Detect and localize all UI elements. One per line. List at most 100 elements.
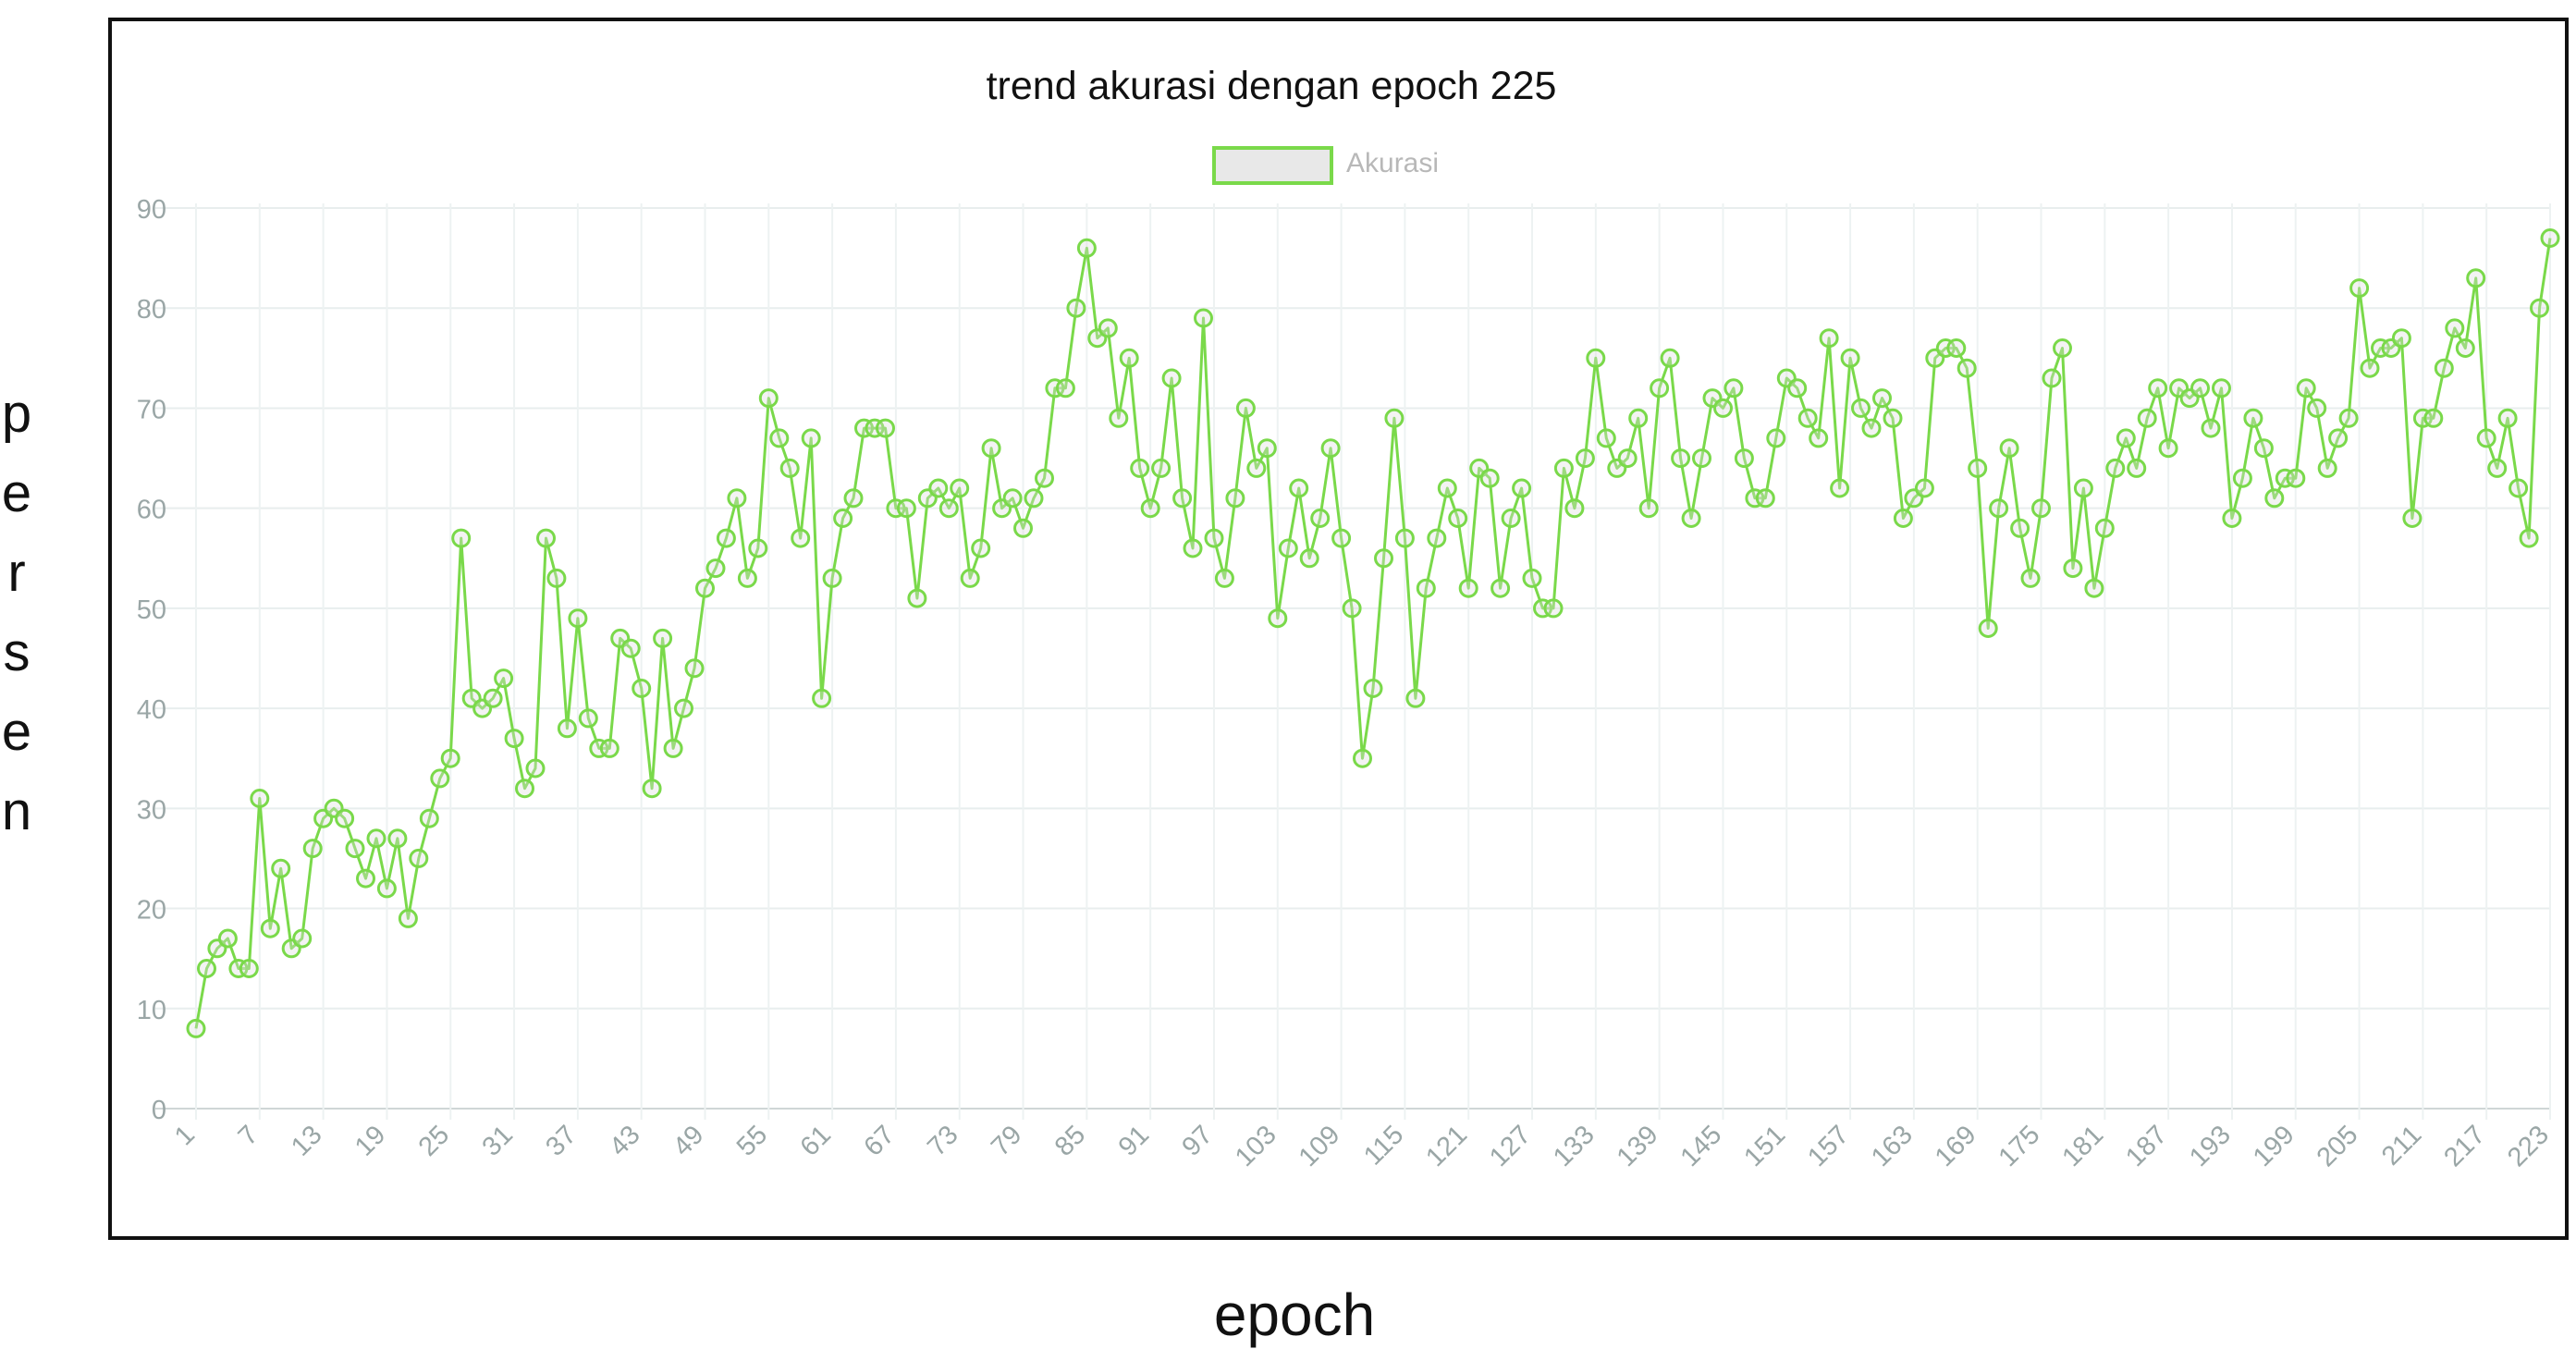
data-point	[1151, 458, 1171, 478]
data-point	[1575, 448, 1595, 469]
data-point	[1861, 418, 1882, 438]
data-point	[1289, 478, 1309, 498]
data-point	[409, 848, 429, 868]
y-axis-label-letter: s	[3, 622, 31, 682]
data-point	[1246, 458, 1267, 478]
data-point	[366, 828, 386, 849]
x-tick-label: 193	[2184, 1120, 2237, 1172]
y-axis-label-letter: n	[1, 781, 32, 841]
data-point	[1512, 478, 1532, 498]
data-point	[2053, 338, 2072, 358]
x-tick-label: 151	[1738, 1120, 1791, 1172]
data-point	[2264, 488, 2285, 509]
x-tick-label: 121	[1420, 1120, 1473, 1172]
data-point	[1384, 408, 1405, 428]
data-point	[2391, 328, 2411, 349]
data-point	[674, 698, 693, 718]
data-point	[1119, 348, 1139, 368]
data-point	[2031, 498, 2051, 519]
data-point	[1055, 378, 1075, 399]
data-point	[440, 748, 460, 768]
data-point	[2084, 578, 2104, 598]
legend[interactable]: Akurasi	[1212, 146, 1439, 185]
data-point	[217, 928, 238, 949]
data-point	[2042, 368, 2062, 388]
x-tick-label: 169	[1930, 1120, 1982, 1172]
data-point	[2105, 458, 2126, 478]
y-axis-label-letter: r	[7, 543, 26, 603]
x-tick-label: 25	[413, 1120, 455, 1161]
data-point	[1278, 538, 1298, 558]
data-point	[1650, 378, 1670, 399]
y-axis-label-letter: e	[1, 463, 32, 523]
data-point	[1363, 679, 1383, 698]
data-point	[1797, 408, 1818, 428]
data-point	[1268, 608, 1288, 629]
data-point	[546, 568, 567, 588]
data-point	[1553, 458, 1574, 478]
data-point	[960, 568, 980, 588]
data-point	[1851, 398, 1871, 418]
data-point	[1035, 468, 1054, 488]
data-point	[928, 478, 949, 498]
data-point	[748, 538, 768, 558]
data-point	[1522, 568, 1542, 588]
y-axis-label-letter: p	[1, 384, 32, 444]
data-point	[356, 868, 375, 889]
data-point	[1214, 568, 1234, 588]
data-point	[1320, 438, 1341, 459]
data-point	[1681, 509, 1701, 528]
data-point	[1734, 448, 1754, 469]
data-point	[2296, 378, 2316, 399]
data-point	[2328, 428, 2349, 448]
data-point	[335, 808, 355, 828]
data-point	[599, 738, 619, 758]
data-point	[2509, 478, 2529, 498]
x-tick-label: 211	[2376, 1120, 2427, 1171]
x-tick-label: 187	[2120, 1120, 2173, 1172]
data-point	[1299, 548, 1319, 569]
data-point	[302, 839, 323, 859]
data-point	[1968, 458, 1988, 478]
data-point	[1819, 328, 1839, 349]
x-tick-label: 157	[1802, 1120, 1855, 1172]
data-point	[525, 758, 546, 779]
x-tick-label: 19	[350, 1120, 391, 1161]
x-tick-label: 85	[1049, 1120, 1091, 1161]
data-point	[1957, 358, 1977, 378]
data-point	[2360, 358, 2380, 378]
data-point	[1755, 488, 1775, 509]
x-tick-label: 127	[1484, 1120, 1537, 1172]
y-axis-label-letter: e	[1, 702, 32, 762]
y-tick-label: 70	[137, 395, 166, 424]
x-axis-label: epoch	[1213, 1282, 1376, 1348]
data-point	[2020, 568, 2041, 588]
x-tick-label: 73	[922, 1120, 963, 1161]
data-point	[1002, 488, 1023, 509]
grid	[155, 203, 2551, 1120]
data-point	[345, 839, 365, 859]
data-point	[1713, 398, 1733, 418]
data-point	[620, 638, 641, 658]
x-tick-label: 217	[2438, 1120, 2491, 1172]
x-tick-label: 91	[1113, 1120, 1155, 1161]
data-point	[1883, 408, 1903, 428]
x-tick-label: 139	[1612, 1120, 1664, 1172]
data-point	[779, 458, 800, 478]
data-point	[2445, 318, 2465, 338]
data-point	[1564, 498, 1585, 519]
data-point	[2487, 458, 2508, 478]
data-point	[2434, 358, 2454, 378]
data-point	[2190, 378, 2210, 399]
data-point	[1310, 509, 1331, 528]
data-point	[536, 528, 556, 548]
x-tick-label: 133	[1548, 1120, 1601, 1172]
data-point	[557, 718, 577, 739]
x-tick-label: 67	[858, 1120, 900, 1161]
data-point	[1024, 488, 1044, 509]
data-point	[2466, 268, 2486, 288]
data-point	[981, 438, 1001, 459]
data-point	[2116, 428, 2136, 448]
data-point	[2455, 338, 2475, 358]
